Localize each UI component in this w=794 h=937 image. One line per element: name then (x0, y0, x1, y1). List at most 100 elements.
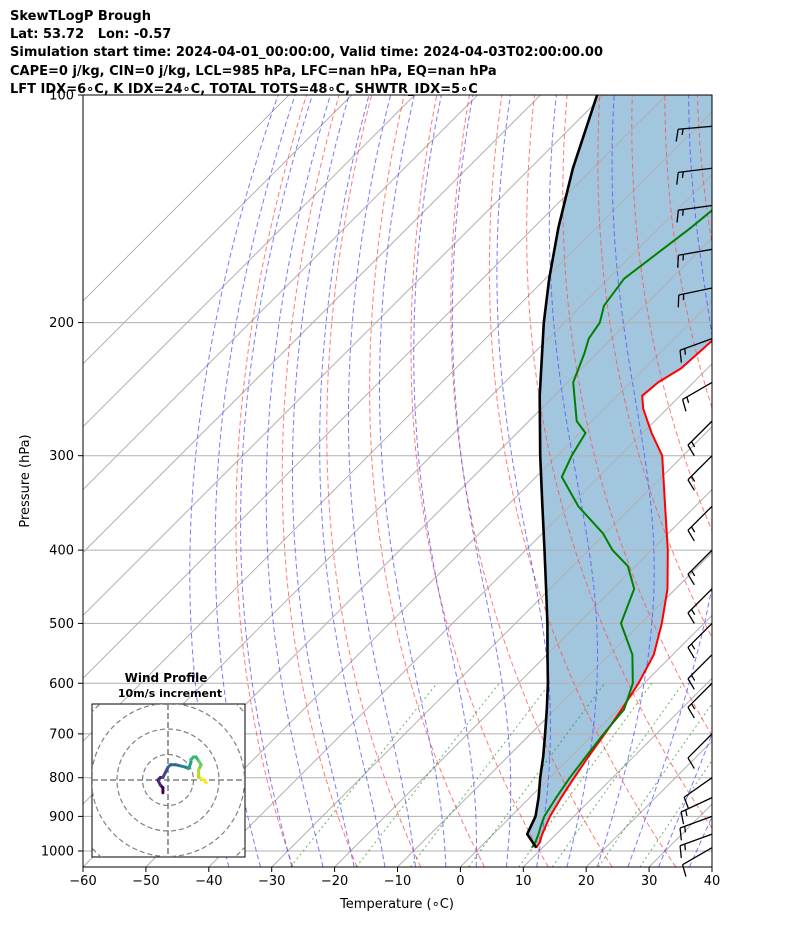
header: SkewTLogP Brough Lat: 53.72 Lon: -0.57 S… (10, 8, 603, 99)
barb-half-feather (681, 128, 684, 136)
barb-staff (687, 682, 713, 708)
x-tick-label: −50 (132, 874, 159, 889)
isotherm (83, 95, 353, 365)
moist-adiabat (214, 95, 296, 867)
wind-barb (679, 833, 713, 859)
barb-half-feather (686, 396, 690, 404)
dry-adiabat (369, 95, 485, 867)
moist-adiabat (413, 95, 477, 867)
x-tick-label: 20 (578, 874, 595, 889)
y-tick-label: 100 (49, 89, 74, 104)
hodograph-plot (92, 704, 245, 857)
wind-barb (676, 204, 713, 223)
barb-staff (678, 287, 713, 296)
isotherm (83, 111, 712, 742)
x-tick-label: −20 (321, 874, 348, 889)
mixing-ratio-layer (290, 682, 712, 867)
isotherm (522, 677, 712, 867)
barb-feather (687, 573, 695, 586)
barb-feather (687, 444, 695, 457)
moist-adiabat (189, 95, 279, 867)
barb-feather (683, 796, 690, 810)
barb-feather (680, 811, 685, 825)
wind-barb (687, 420, 713, 457)
barb-staff (679, 815, 713, 829)
cape-line: CAPE=0 j/kg, CIN=0 j/kg, LCL=985 hPa, LF… (10, 63, 497, 79)
x-axis-label: Temperature (∘C) (339, 897, 454, 912)
isotherm (460, 614, 712, 867)
shaded-area-layer (527, 95, 712, 848)
barb-feather (676, 210, 679, 223)
barb-staff (678, 125, 713, 130)
wind-barb (687, 733, 713, 769)
barb-staff (682, 381, 713, 400)
isotherm (775, 95, 794, 867)
moist-adiabat (265, 95, 331, 867)
moist-adiabat (451, 95, 512, 867)
moist-adiabat (240, 95, 313, 867)
x-tick-label: −60 (69, 874, 96, 889)
wind-barb (680, 797, 713, 825)
wind-barb (676, 248, 713, 268)
wind-barb (687, 455, 713, 491)
wind-barb (675, 125, 713, 142)
barb-staff (687, 733, 713, 759)
barb-feather (676, 255, 680, 268)
series-layer (525, 95, 712, 849)
x-tick-label: 0 (456, 874, 464, 889)
barb-half-feather (690, 570, 696, 577)
plot-area (83, 95, 794, 867)
dry-adiabat (730, 95, 794, 867)
wind-barb (687, 549, 713, 586)
chart-title: SkewTLogP Brough (10, 9, 151, 24)
barb-staff (687, 549, 713, 575)
time-line: Simulation start time: 2024-04-01_00:00:… (10, 45, 603, 61)
wind-barb (679, 815, 713, 841)
hodograph-inset: Wind Profile 10m/s increment (91, 671, 246, 858)
barb-staff (687, 505, 713, 531)
mixing-ratio-line (355, 682, 500, 867)
barb-staff (687, 654, 713, 680)
barb-staff (683, 777, 713, 798)
x-tick-label: 30 (641, 874, 658, 889)
barb-half-feather (690, 643, 696, 650)
barb-staff (682, 847, 713, 866)
barb-half-feather (685, 809, 688, 817)
barb-staff (687, 420, 713, 446)
barb-half-feather (681, 171, 684, 179)
isotherm (208, 363, 712, 867)
mixing-ratio-line (597, 702, 712, 867)
indices-line: LFT IDX=6∘C, K IDX=24∘C, TOTAL TOTS=48∘C… (10, 81, 478, 97)
barb-half-feather (690, 441, 696, 448)
barb-half-feather (681, 209, 684, 216)
wind-barb (687, 654, 713, 690)
barb-feather (679, 350, 682, 363)
barb-feather (687, 647, 695, 659)
isotherm (83, 95, 290, 302)
parcel-line (525, 95, 599, 849)
y-tick-label: 900 (49, 810, 74, 825)
barb-staff (687, 455, 713, 481)
hodograph-ring (92, 704, 245, 857)
barb-feather (679, 827, 682, 841)
dry-adiabat (410, 95, 549, 867)
hodograph-title: Wind Profile (125, 671, 208, 685)
barb-feather (687, 757, 695, 769)
dry-adiabat (562, 95, 712, 737)
barb-staff (678, 248, 713, 256)
barb-feather (681, 864, 687, 877)
x-tick-label: 10 (515, 874, 532, 889)
hodograph-subtitle: 10m/s increment (118, 687, 222, 700)
y-tick-label: 200 (49, 316, 74, 331)
moist-adiabat (720, 95, 794, 867)
wind-barb (683, 777, 713, 810)
wind-barbs-layer (675, 125, 713, 877)
isotherm (397, 551, 712, 867)
wind-barb (676, 167, 713, 185)
wind-barb (677, 287, 713, 308)
barb-feather (687, 530, 695, 542)
barb-staff (679, 337, 713, 351)
barb-staff (680, 797, 713, 813)
y-axis-label: Pressure (hPa) (18, 434, 33, 527)
